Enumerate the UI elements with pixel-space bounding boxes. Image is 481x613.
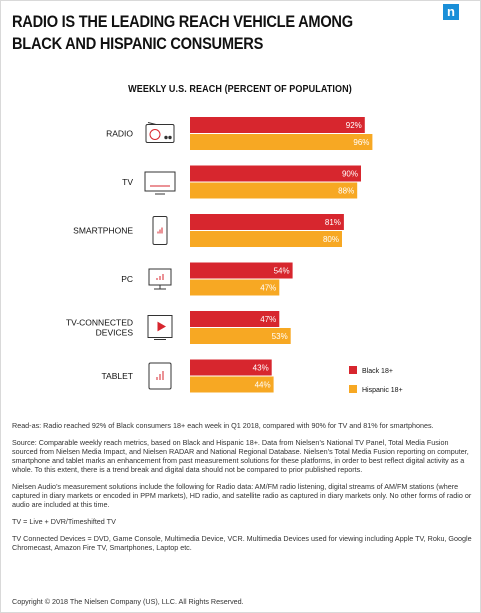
tv-connected-device-icon: [147, 315, 173, 340]
bar-chart: RADIO 92% 96% TV 90% 88% SMARTPHONE 81% 80% PC 54%…: [66, 117, 403, 394]
bar: [190, 134, 373, 150]
bar: [190, 328, 291, 344]
bar: [190, 279, 280, 296]
source-note: Source: Comparable weekly reach metrics,…: [12, 438, 469, 474]
bar: [190, 359, 272, 376]
bar: [190, 182, 358, 199]
copyright: Copyright © 2018 The Nielsen Company (US…: [12, 597, 244, 606]
read-as-note: Read-as: Radio reached 92% of Black cons…: [12, 421, 434, 430]
data-label: 47%: [260, 315, 276, 324]
devices-definition-note: TV Connected Devices = DVD, Game Console…: [12, 534, 472, 552]
data-label: 92%: [346, 121, 362, 130]
legend-swatch: [349, 385, 357, 393]
tv-definition-note: TV = Live + DVR/Timeshifted TV: [12, 517, 116, 526]
bar: [190, 262, 293, 279]
category-label-line: TV-CONNECTED: [66, 318, 133, 328]
category-label: TV: [122, 177, 133, 187]
data-label: 96%: [353, 138, 369, 147]
legend-label: Black 18+: [362, 368, 393, 375]
bar: [190, 117, 365, 133]
chart-title: WEEKLY U.S. REACH (PERCENT OF POPULATION…: [128, 83, 352, 95]
data-label: 81%: [325, 218, 341, 227]
category-label: PC: [121, 274, 133, 284]
bar: [190, 311, 280, 327]
radio-icon: [145, 122, 175, 143]
data-label: 54%: [274, 267, 290, 276]
legend-swatch: [349, 366, 357, 374]
smartphone-icon: [152, 216, 168, 245]
data-label: 80%: [323, 235, 339, 244]
data-label: 88%: [338, 187, 354, 196]
category-label: TABLET: [102, 371, 134, 381]
pc-icon: [148, 268, 172, 290]
category-label: SMARTPHONE: [73, 226, 133, 236]
category-label-line: DEVICES: [96, 328, 134, 338]
tablet-icon: [148, 362, 172, 390]
data-label: 47%: [260, 284, 276, 293]
data-label: 90%: [342, 170, 358, 179]
bar: [190, 165, 361, 182]
bar: [190, 376, 274, 393]
bar: [190, 231, 342, 247]
data-label: 53%: [272, 332, 288, 341]
page-title: RADIO IS THE LEADING REACH VEHICLE AMONG…: [12, 12, 353, 53]
tv-icon: [144, 171, 176, 195]
category-label: RADIO: [106, 129, 133, 139]
nielsen-logo: n: [443, 4, 459, 20]
bar: [190, 214, 344, 230]
data-label: 44%: [255, 381, 271, 390]
legend-label: Hispanic 18+: [362, 387, 403, 394]
audio-note: Nielsen Audio’s measurement solutions in…: [12, 482, 472, 509]
data-label: 43%: [253, 364, 269, 373]
notes: Read-as: Radio reached 92% of Black cons…: [12, 421, 474, 560]
